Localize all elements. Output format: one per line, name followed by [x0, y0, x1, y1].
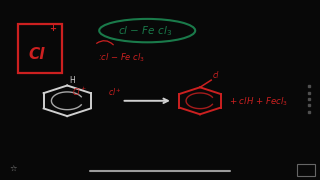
FancyBboxPatch shape	[297, 164, 315, 176]
Text: Cl: Cl	[73, 88, 80, 97]
Text: $+$ clH $+$ Fecl$_3$: $+$ clH $+$ Fecl$_3$	[229, 95, 288, 108]
Text: cl $-$ Fe cl$_3$: cl $-$ Fe cl$_3$	[118, 24, 173, 37]
Ellipse shape	[99, 19, 195, 42]
Text: cl$^+$: cl$^+$	[108, 86, 122, 98]
Text: cl: cl	[212, 71, 219, 80]
Text: ☆: ☆	[9, 165, 17, 174]
FancyBboxPatch shape	[18, 24, 62, 73]
Text: +: +	[49, 24, 56, 33]
Text: Cl: Cl	[28, 46, 45, 62]
Text: :cl $-$ Fe cl$_3$: :cl $-$ Fe cl$_3$	[98, 51, 145, 64]
Text: +: +	[81, 86, 86, 91]
Text: H: H	[69, 76, 75, 85]
